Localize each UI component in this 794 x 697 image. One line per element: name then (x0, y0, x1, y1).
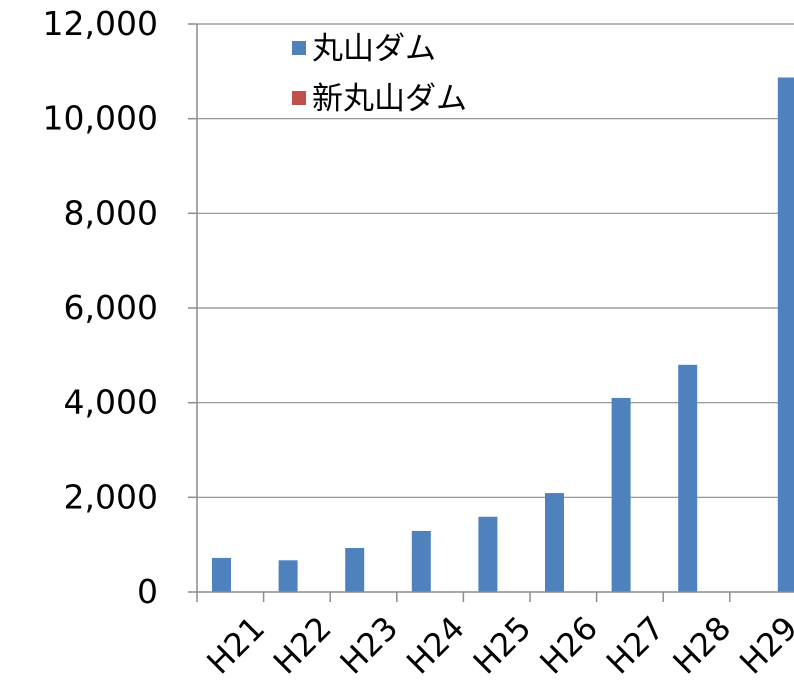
bars (212, 77, 794, 592)
x-tick-label: H21 (199, 609, 272, 682)
y-tick-labels: 0 2,000 4,000 6,000 8,000 10,000 12,000 (43, 4, 158, 611)
x-tick-label: H26 (532, 609, 605, 682)
x-tick-label: H29 (732, 609, 794, 682)
bar-H24-series1 (411, 530, 431, 592)
x-tick-label: H23 (333, 609, 406, 682)
x-tick-label: H22 (266, 609, 339, 682)
y-tick-label: 4,000 (64, 383, 158, 422)
gridlines (197, 23, 794, 498)
x-tick-label: H24 (399, 609, 472, 682)
bar-H21-series1 (212, 557, 231, 592)
y-tick-label: 2,000 (64, 477, 158, 516)
legend-swatch (292, 41, 306, 55)
legend-label: 新丸山ダム (312, 81, 467, 117)
x-tick-label: H27 (599, 609, 672, 682)
axes (188, 23, 794, 602)
legend-label: 丸山ダム (312, 31, 436, 67)
x-tick-label: H28 (666, 609, 739, 682)
bar-H29-series1 (777, 77, 794, 592)
bar-H27-series1 (611, 397, 631, 592)
y-tick-label: 6,000 (64, 288, 158, 327)
y-tick-label: 12,000 (43, 4, 158, 43)
bar-H22-series1 (278, 560, 298, 592)
bar-H23-series1 (345, 547, 365, 592)
y-tick-label: 8,000 (64, 193, 158, 232)
bar-H28-series1 (678, 364, 698, 592)
y-tick-label: 0 (137, 572, 158, 611)
x-tick-label: H25 (466, 609, 539, 682)
y-tick-label: 10,000 (43, 99, 158, 138)
bar-H25-series1 (478, 516, 498, 592)
legend-swatch (292, 91, 306, 105)
bar-H26-series1 (545, 493, 564, 592)
